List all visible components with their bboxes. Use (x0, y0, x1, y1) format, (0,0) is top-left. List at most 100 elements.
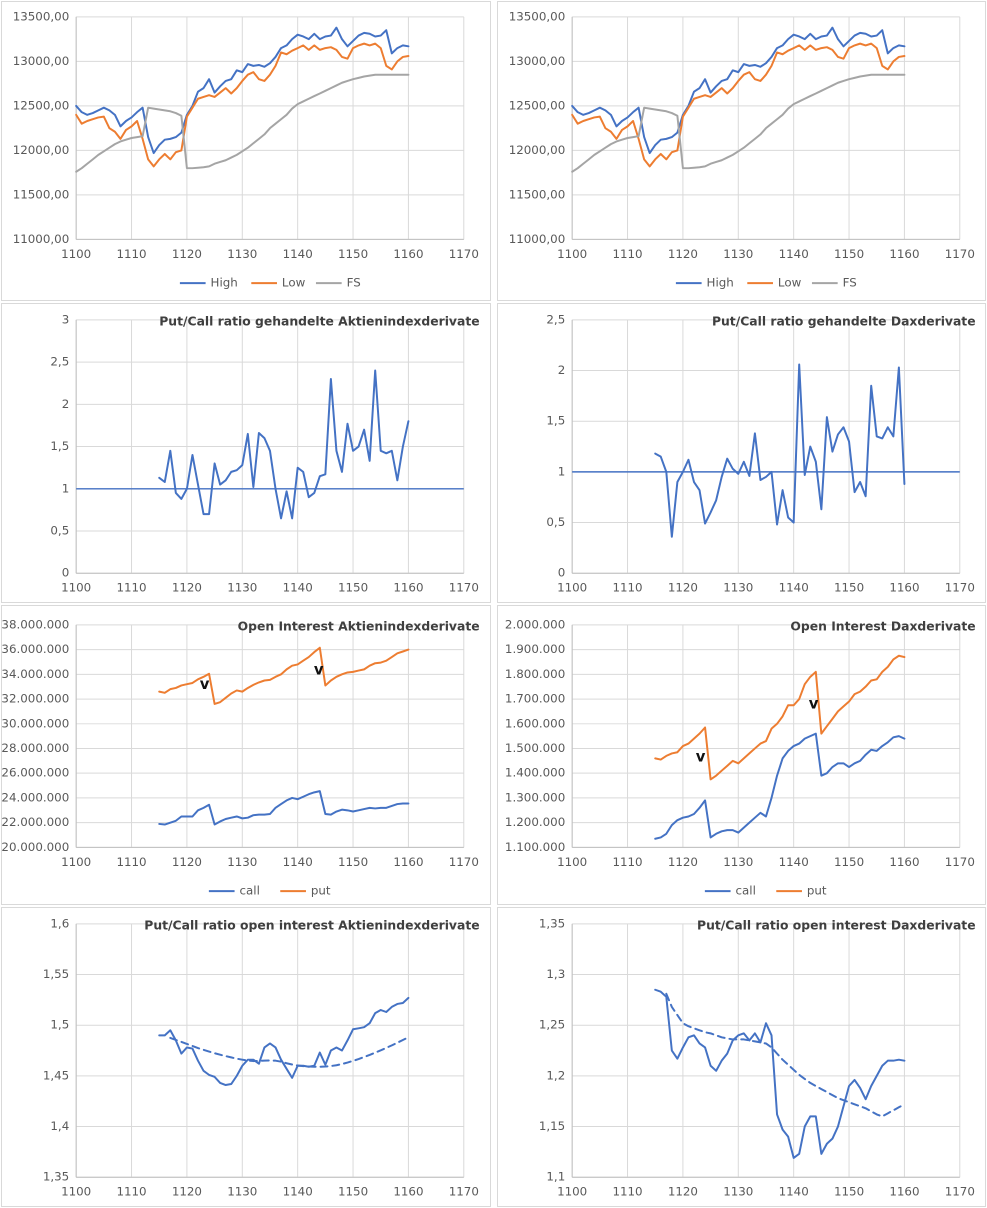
svg-text:1120: 1120 (667, 247, 697, 261)
svg-text:1140: 1140 (778, 1185, 808, 1199)
svg-text:High: High (211, 276, 238, 290)
svg-text:Low: Low (777, 276, 801, 290)
svg-text:1110: 1110 (116, 581, 146, 595)
high-low-fs-chart-right: 11000,00 11500,00 12000,00 12500,00 13000,00… (508, 9, 974, 290)
svg-text:1,1: 1,1 (546, 1170, 565, 1184)
svg-text:1160: 1160 (393, 855, 423, 869)
svg-text:1110: 1110 (612, 855, 642, 869)
svg-text:call: call (735, 884, 755, 898)
svg-text:1: 1 (557, 464, 565, 478)
svg-text:1,35: 1,35 (538, 916, 564, 930)
svg-text:1130: 1130 (723, 855, 753, 869)
svg-text:12500,00: 12500,00 (508, 98, 565, 112)
svg-text:1150: 1150 (338, 247, 368, 261)
svg-text:13500,00: 13500,00 (508, 9, 565, 23)
svg-text:1,5: 1,5 (50, 439, 69, 453)
svg-text:22.000.000: 22.000.000 (2, 815, 69, 829)
svg-text:1120: 1120 (172, 855, 202, 869)
chart-panel-putcall-ratio-traded-aktienindex: 0 0,5 1 1,5 2 2,5 3 1100 1110 1120 1130 1140 1150 116… (1, 303, 491, 603)
chart-panel-putcall-ratio-oi-dax: 1,1 1,15 1,2 1,25 1,3 1,35 1100 1110 1120 1130 114… (496, 907, 986, 1207)
svg-text:1,55: 1,55 (43, 967, 69, 981)
svg-text:13000,00: 13000,00 (13, 54, 70, 68)
svg-text:1150: 1150 (833, 1185, 863, 1199)
svg-text:1140: 1140 (283, 581, 313, 595)
svg-text:1,6: 1,6 (50, 916, 69, 930)
svg-text:0,5: 0,5 (546, 515, 565, 529)
svg-text:1170: 1170 (944, 1185, 974, 1199)
svg-text:1170: 1170 (449, 247, 479, 261)
svg-text:1.900.000: 1.900.000 (504, 642, 564, 656)
svg-text:1160: 1160 (889, 581, 919, 595)
svg-text:1140: 1140 (283, 247, 313, 261)
putcall-ratio-oi-dax-chart: 1,1 1,15 1,2 1,25 1,3 1,35 1100 1110 1120 1130 114… (538, 916, 975, 1199)
svg-text:call: call (240, 884, 260, 898)
svg-text:1170: 1170 (944, 855, 974, 869)
svg-text:13000,00: 13000,00 (508, 54, 565, 68)
svg-text:Open Interest Aktienindexderiv: Open Interest Aktienindexderivate (238, 619, 480, 633)
putcall-ratio-oi-aktienindex-chart: 1,35 1,4 1,45 1,5 1,55 1,6 1100 1110 1120 1130 114… (43, 916, 480, 1198)
open-interest-aktienindex-chart: 20.000.000 22.000.000 24.000.000 26.000.000… (2, 617, 480, 898)
svg-text:Open Interest Daxderivate: Open Interest Daxderivate (790, 619, 975, 633)
svg-text:Put/Call ratio gehandelte Akti: Put/Call ratio gehandelte Aktienindexder… (159, 314, 479, 328)
svg-text:1150: 1150 (833, 855, 863, 869)
svg-text:Put/Call ratio gehandelte Daxd: Put/Call ratio gehandelte Daxderivate (711, 314, 975, 328)
svg-text:1130: 1130 (723, 247, 753, 261)
svg-text:1170: 1170 (449, 855, 479, 869)
svg-text:34.000.000: 34.000.000 (2, 667, 69, 681)
svg-text:1,3: 1,3 (546, 967, 565, 981)
svg-text:1,25: 1,25 (538, 1018, 564, 1032)
chart-panel-high-low-fs-left: 11000,00 11500,00 12000,00 12500,00 13000,00… (1, 1, 491, 301)
svg-text:1.300.000: 1.300.000 (504, 790, 564, 804)
svg-text:1170: 1170 (944, 247, 974, 261)
svg-text:1140: 1140 (778, 247, 808, 261)
svg-text:put: put (311, 884, 331, 898)
svg-text:FS: FS (347, 276, 361, 290)
svg-text:1,2: 1,2 (546, 1068, 565, 1082)
svg-text:12000,00: 12000,00 (508, 143, 565, 157)
svg-text:1140: 1140 (778, 855, 808, 869)
svg-text:1.400.000: 1.400.000 (504, 766, 564, 780)
chart-panel-open-interest-dax: 1.100.000 1.200.000 1.300.000 1.400.000 1.50… (496, 605, 986, 905)
svg-text:1.700.000: 1.700.000 (504, 692, 564, 706)
svg-text:12500,00: 12500,00 (13, 98, 70, 112)
svg-text:2,5: 2,5 (50, 355, 69, 369)
svg-text:1110: 1110 (612, 1185, 642, 1199)
svg-text:1100: 1100 (557, 247, 587, 261)
svg-text:2: 2 (62, 397, 70, 411)
svg-text:1120: 1120 (667, 581, 697, 595)
svg-text:FS: FS (842, 276, 856, 290)
svg-text:1120: 1120 (172, 247, 202, 261)
svg-text:11500,00: 11500,00 (508, 187, 565, 201)
svg-text:36.000.000: 36.000.000 (2, 642, 69, 656)
svg-text:v: v (200, 675, 210, 693)
high-low-fs-chart-left: 11000,00 11500,00 12000,00 12500,00 13000,00… (13, 9, 479, 290)
chart-panel-open-interest-aktienindex: 20.000.000 22.000.000 24.000.000 26.000.000… (1, 605, 491, 905)
svg-text:1140: 1140 (283, 855, 313, 869)
svg-text:1120: 1120 (667, 1185, 697, 1199)
svg-text:1100: 1100 (557, 581, 587, 595)
svg-text:38.000.000: 38.000.000 (2, 617, 69, 631)
svg-text:24.000.000: 24.000.000 (2, 790, 69, 804)
svg-text:1100: 1100 (557, 1185, 587, 1199)
svg-text:1160: 1160 (393, 581, 423, 595)
svg-text:1140: 1140 (778, 581, 808, 595)
svg-text:1130: 1130 (227, 247, 257, 261)
svg-text:1100: 1100 (61, 855, 91, 869)
svg-text:1,15: 1,15 (538, 1119, 564, 1133)
svg-text:1100: 1100 (557, 855, 587, 869)
svg-text:Low: Low (282, 276, 306, 290)
svg-text:0: 0 (557, 566, 565, 580)
svg-text:1: 1 (62, 481, 70, 495)
svg-text:1.200.000: 1.200.000 (504, 815, 564, 829)
svg-text:1150: 1150 (338, 581, 368, 595)
svg-text:1.100.000: 1.100.000 (504, 840, 564, 854)
svg-text:Put/Call ratio open interest A: Put/Call ratio open interest Aktienindex… (144, 918, 479, 932)
svg-text:2.000.000: 2.000.000 (504, 617, 564, 631)
svg-text:32.000.000: 32.000.000 (2, 692, 69, 706)
svg-text:v: v (695, 748, 705, 766)
svg-text:11500,00: 11500,00 (13, 187, 70, 201)
svg-text:11000,00: 11000,00 (508, 232, 565, 246)
svg-text:11000,00: 11000,00 (13, 232, 70, 246)
svg-text:1100: 1100 (61, 581, 91, 595)
